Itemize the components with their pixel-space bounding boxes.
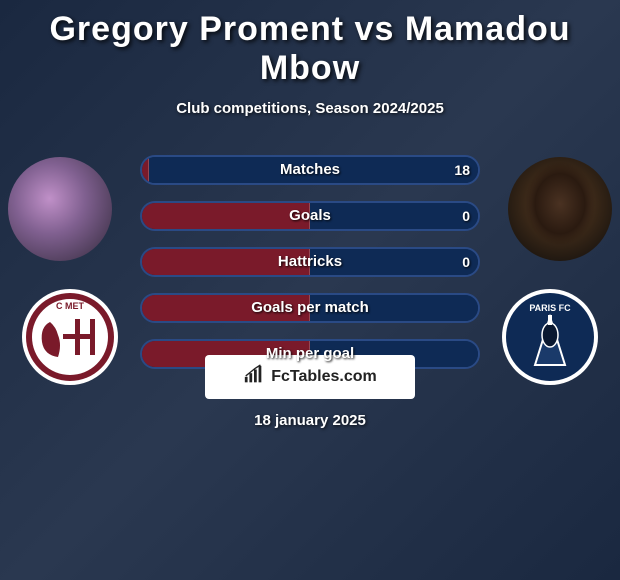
stat-bar: Hattricks0 xyxy=(140,247,480,277)
comparison-area: C MET PARIS FC Matches18Goals0Hattricks0… xyxy=(0,147,620,387)
stat-bar: Min per goal xyxy=(140,339,480,369)
page-title: Gregory Proment vs Mamadou Mbow xyxy=(0,0,620,88)
stat-label: Goals per match xyxy=(140,293,480,323)
stat-bar: Matches18 xyxy=(140,155,480,185)
stat-value-right: 18 xyxy=(454,155,470,185)
stat-value-right: 0 xyxy=(462,201,470,231)
subtitle: Club competitions, Season 2024/2025 xyxy=(0,100,620,117)
date-text: 18 january 2025 xyxy=(0,412,620,429)
stat-bar: Goals per match xyxy=(140,293,480,323)
svg-text:C MET: C MET xyxy=(56,301,85,311)
stat-bar: Goals0 xyxy=(140,201,480,231)
brand-text: FcTables.com xyxy=(271,368,377,386)
stat-label: Min per goal xyxy=(140,339,480,369)
player-left-avatar xyxy=(8,157,112,261)
stat-label: Matches xyxy=(140,155,480,185)
svg-text:PARIS FC: PARIS FC xyxy=(529,303,571,313)
club-left-logo: C MET xyxy=(20,287,120,387)
stat-label: Goals xyxy=(140,201,480,231)
stat-label: Hattricks xyxy=(140,247,480,277)
club-right-logo: PARIS FC xyxy=(500,287,600,387)
stat-bars: Matches18Goals0Hattricks0Goals per match… xyxy=(140,155,480,385)
stat-value-right: 0 xyxy=(462,247,470,277)
player-right-avatar xyxy=(508,157,612,261)
